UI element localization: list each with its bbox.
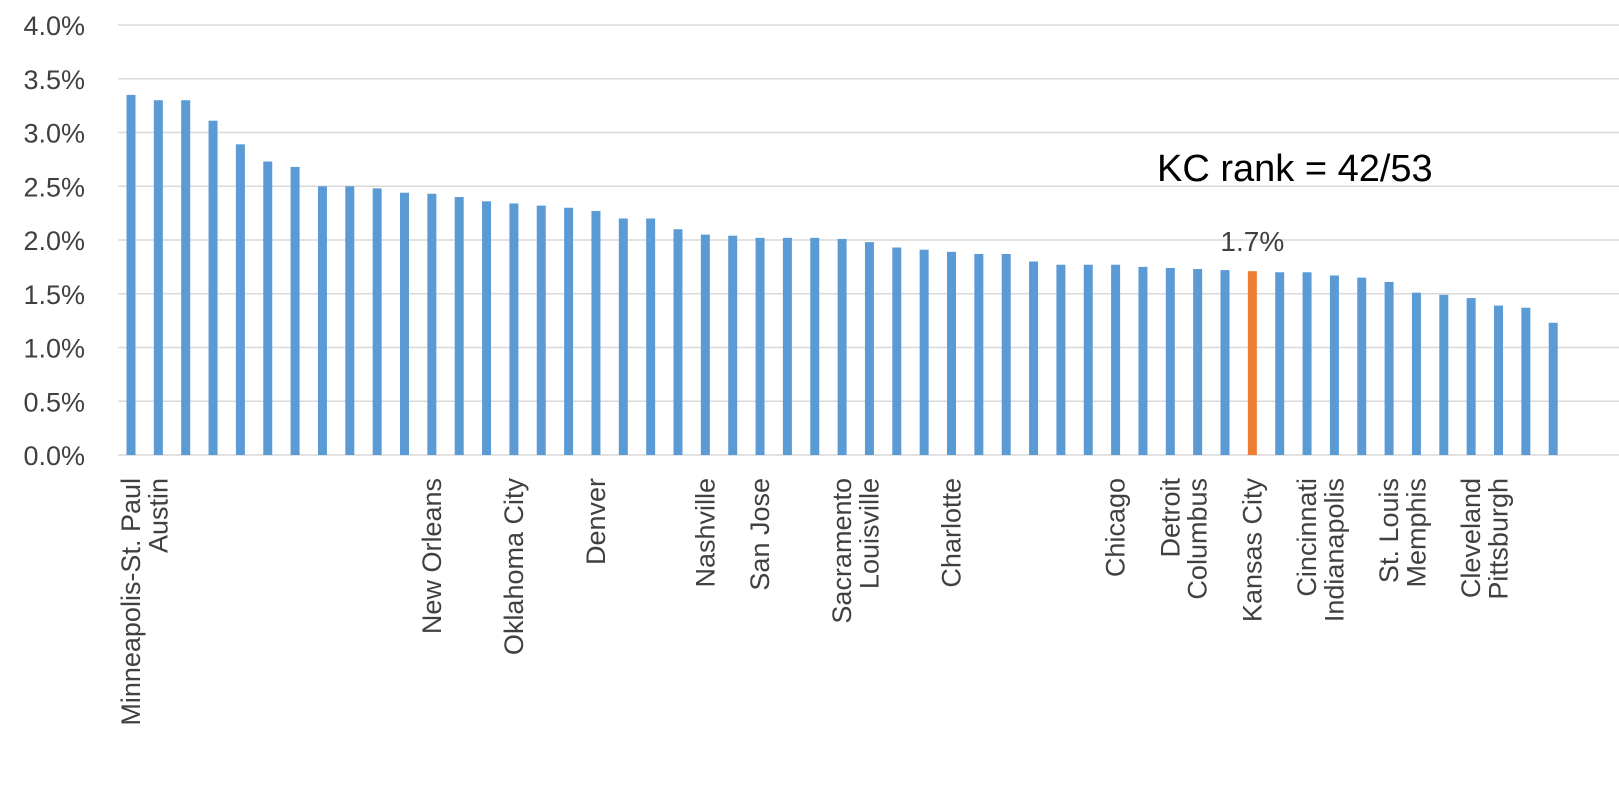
bar <box>1220 270 1230 455</box>
bar <box>427 193 437 455</box>
x-tick-label: New Orleans <box>417 478 447 634</box>
bar <box>317 186 327 455</box>
x-tick-label: Pittsburgh <box>1484 478 1514 600</box>
bar <box>1302 272 1312 455</box>
x-tick-label: Charlotte <box>937 478 967 588</box>
bar <box>1466 298 1476 455</box>
bar <box>1083 264 1093 455</box>
y-tick-label: 4.0% <box>23 11 85 41</box>
x-tick-label: St. Louis <box>1374 478 1404 583</box>
bar <box>345 186 355 455</box>
bar <box>728 235 738 455</box>
bar-highlighted <box>1247 271 1257 455</box>
bar <box>509 203 519 455</box>
bar <box>700 234 710 455</box>
bar <box>1548 322 1558 455</box>
bar <box>372 188 382 455</box>
bar <box>1165 267 1175 455</box>
bar <box>1138 266 1148 455</box>
x-tick-label: Indianapolis <box>1319 478 1349 622</box>
x-tick-label: Sacramento <box>827 478 857 624</box>
y-tick-label: 1.5% <box>23 280 85 310</box>
bar <box>1494 305 1503 455</box>
bar <box>1193 269 1203 455</box>
bar <box>1357 277 1367 455</box>
bar <box>782 237 792 455</box>
bar <box>1384 281 1394 455</box>
y-tick-label: 0.0% <box>23 441 85 471</box>
x-tick-label: Detroit <box>1155 478 1185 558</box>
x-tick-label: Oklahoma City <box>499 478 529 656</box>
data-label: 1.7% <box>1220 226 1284 257</box>
bar <box>181 100 191 455</box>
x-tick-label: Kansas City <box>1237 478 1267 623</box>
bar <box>892 247 902 455</box>
bar <box>755 237 765 455</box>
bar <box>1029 261 1039 455</box>
x-tick-label: Louisville <box>854 478 884 589</box>
bar-series <box>126 94 1558 456</box>
bar <box>1439 294 1449 455</box>
bar <box>564 207 574 455</box>
bar <box>400 192 409 455</box>
y-tick-label: 2.0% <box>23 226 85 256</box>
x-tick-label: Columbus <box>1183 478 1213 600</box>
bar <box>618 218 628 455</box>
y-tick-label: 3.5% <box>23 65 85 95</box>
bar <box>646 218 656 455</box>
bar <box>1056 264 1066 455</box>
bar <box>536 205 546 455</box>
bar <box>290 166 300 455</box>
y-axis-tick-labels: 0.0% 0.5% 1.0% 1.5% 2.0% 2.5% 3.0% 3.5% 4.0% <box>23 11 85 471</box>
bar <box>810 237 820 455</box>
x-tick-label: Austin <box>143 478 173 553</box>
bar <box>591 210 601 455</box>
bar <box>482 201 492 455</box>
bar <box>947 251 956 455</box>
bar <box>1411 292 1421 455</box>
bar <box>208 120 218 456</box>
bar <box>263 161 273 455</box>
x-tick-label: Chicago <box>1101 478 1131 577</box>
y-tick-label: 0.5% <box>23 387 85 417</box>
bar <box>974 253 984 455</box>
bar <box>1001 253 1011 455</box>
x-tick-label: Nashville <box>690 478 720 588</box>
bar <box>1329 275 1339 455</box>
x-tick-label: Memphis <box>1401 478 1431 588</box>
data-labels: 1.7% <box>1220 226 1284 257</box>
rank-annotation: KC rank = 42/53 <box>1157 148 1433 190</box>
bar <box>454 197 464 455</box>
bar <box>864 242 874 455</box>
y-tick-label: 2.5% <box>23 172 85 202</box>
bar <box>919 249 929 455</box>
x-tick-label: Cincinnati <box>1292 478 1322 597</box>
x-tick-label: Minneapolis-St. Paul <box>116 478 146 726</box>
x-tick-label: San Jose <box>745 478 775 591</box>
x-tick-label: Cleveland <box>1456 478 1486 598</box>
bar <box>153 100 163 455</box>
x-tick-label: Denver <box>581 478 611 565</box>
y-tick-label: 3.0% <box>23 119 85 149</box>
bar <box>235 144 245 455</box>
bar <box>126 94 136 455</box>
bar <box>1275 272 1285 455</box>
y-tick-label: 1.0% <box>23 334 85 364</box>
bar <box>673 229 683 455</box>
bar <box>1111 264 1121 455</box>
bar <box>837 238 847 455</box>
bar <box>1521 307 1531 455</box>
